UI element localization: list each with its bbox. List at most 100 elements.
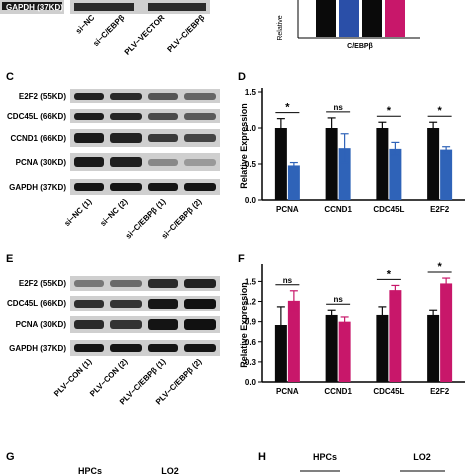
- category-label: CCND1: [324, 387, 352, 396]
- band-label: CDC45L (66KD): [7, 112, 66, 121]
- chart-d: 0.0 0.5 1.0 1.5 Relative Expression * PCNA ns CC…: [239, 88, 465, 214]
- partial-chart-xlabel: C/EBPβ: [347, 43, 373, 50]
- bar: [325, 314, 338, 382]
- bar: [440, 283, 453, 382]
- bar: [440, 149, 453, 200]
- significance-label: *: [437, 261, 442, 273]
- blot-band: [148, 319, 178, 330]
- partial-bar: [362, 0, 382, 37]
- blot-strip: [70, 316, 220, 333]
- significance-label: *: [437, 105, 442, 117]
- blot-band: [74, 344, 104, 352]
- bar: [376, 128, 389, 200]
- blot-band: [110, 133, 142, 143]
- y-tick-label: 1.0: [245, 124, 257, 133]
- y-tick-label: 0.6: [245, 338, 257, 347]
- blot-band: [110, 183, 142, 191]
- top-lane-band: [74, 3, 134, 11]
- y-tick-label: 1.5: [245, 88, 257, 97]
- y-tick-label: 0.5: [245, 160, 257, 169]
- blot-band: [110, 280, 142, 287]
- blot-strip: [70, 179, 220, 195]
- top-lane-band: [148, 3, 206, 11]
- band-label: E2F2 (55KD): [19, 279, 66, 288]
- category-label: E2F2: [430, 205, 450, 214]
- partial-bar: [316, 0, 336, 37]
- top-lane-label: PLV−VECTOR: [123, 13, 167, 57]
- blot-band: [110, 113, 142, 120]
- blot-band: [110, 320, 142, 329]
- panel-h-label: LO2: [413, 452, 431, 462]
- bar: [274, 325, 287, 382]
- blot-band: [74, 183, 104, 191]
- panel-d: D 0.0 0.5 1.0 1.5 Relative Expression * PCNA ns…: [238, 71, 465, 214]
- blot-band: [74, 320, 104, 329]
- panel-c: C E2F2 (55KD) CDC45L (66KD) CCND1 (66KD)…: [6, 71, 220, 241]
- partial-chart-ylabel: Relative: [277, 15, 284, 40]
- blot-band: [74, 280, 104, 287]
- category-label: PCNA: [276, 387, 299, 396]
- band-label: PCNA (30KD): [16, 320, 67, 329]
- panel-e: E E2F2 (55KD) CDC45L (66KD) PCNA (30KD) …: [6, 253, 220, 407]
- category-label: CCND1: [324, 205, 352, 214]
- partial-bar: [385, 0, 405, 37]
- bar: [274, 128, 287, 200]
- bar: [338, 321, 351, 382]
- blot-band: [148, 93, 178, 100]
- band-label: CCND1 (66KD): [10, 134, 66, 143]
- band-label: CDC45L (66KD): [7, 299, 66, 308]
- band-label: GAPDH (37KD): [9, 183, 66, 192]
- blot-band: [184, 134, 216, 142]
- blot-band: [110, 93, 142, 100]
- significance-label: *: [387, 268, 392, 280]
- blot-band: [184, 183, 216, 191]
- partial-bar: [339, 0, 359, 37]
- panel-g-letter: G: [6, 451, 15, 463]
- blot-band: [184, 159, 216, 166]
- blot-band: [184, 93, 216, 100]
- y-tick-label: 0.9: [245, 318, 257, 327]
- top-lane-label: PLV−C/EBPβ: [165, 13, 206, 54]
- top-strip: GAPDH (37KD) si−NC si−C/EBPβ PLV−VECTOR …: [0, 0, 420, 57]
- top-gapdh-band: [2, 2, 62, 10]
- lane-label: si−NC (1): [62, 197, 93, 228]
- blot-strip: [70, 129, 220, 147]
- y-tick-label: 0.0: [245, 196, 257, 205]
- panel-d-letter: D: [238, 71, 246, 83]
- blot-strip: [70, 109, 220, 123]
- blot-band: [148, 134, 178, 142]
- y-axis-label: Relative Expression: [239, 103, 249, 189]
- category-label: CDC45L: [373, 387, 404, 396]
- blot-strip: [70, 276, 220, 291]
- blot-band: [148, 183, 178, 191]
- top-lane-label: si−C/EBPβ: [91, 13, 126, 48]
- top-gapdh-label: GAPDH (37KD): [6, 3, 63, 12]
- bar: [427, 314, 440, 382]
- blot-strip: [70, 153, 220, 171]
- blot-band: [110, 344, 142, 352]
- significance-label: ns: [333, 295, 343, 304]
- significance-label: *: [387, 105, 392, 117]
- bar: [376, 314, 389, 382]
- panel-h-label: HPCs: [313, 452, 337, 462]
- blot-band: [184, 279, 216, 288]
- blot-band: [74, 113, 104, 120]
- blot-band: [184, 344, 216, 352]
- blot-band: [148, 159, 178, 166]
- y-tick-label: 0.0: [245, 378, 257, 387]
- blot-strip: [70, 296, 220, 311]
- y-tick-label: 0.3: [245, 358, 257, 367]
- blot-strip: [70, 89, 220, 103]
- blot-band: [148, 299, 178, 309]
- panel-g-label: LO2: [161, 466, 179, 474]
- blot-strip: [70, 340, 220, 356]
- bottom-strip: G HPCs LO2 H HPCs LO2: [6, 451, 445, 474]
- blot-band: [110, 157, 142, 167]
- bar: [389, 148, 402, 200]
- bar: [338, 148, 351, 200]
- blot-band: [184, 113, 216, 120]
- bar: [287, 300, 300, 382]
